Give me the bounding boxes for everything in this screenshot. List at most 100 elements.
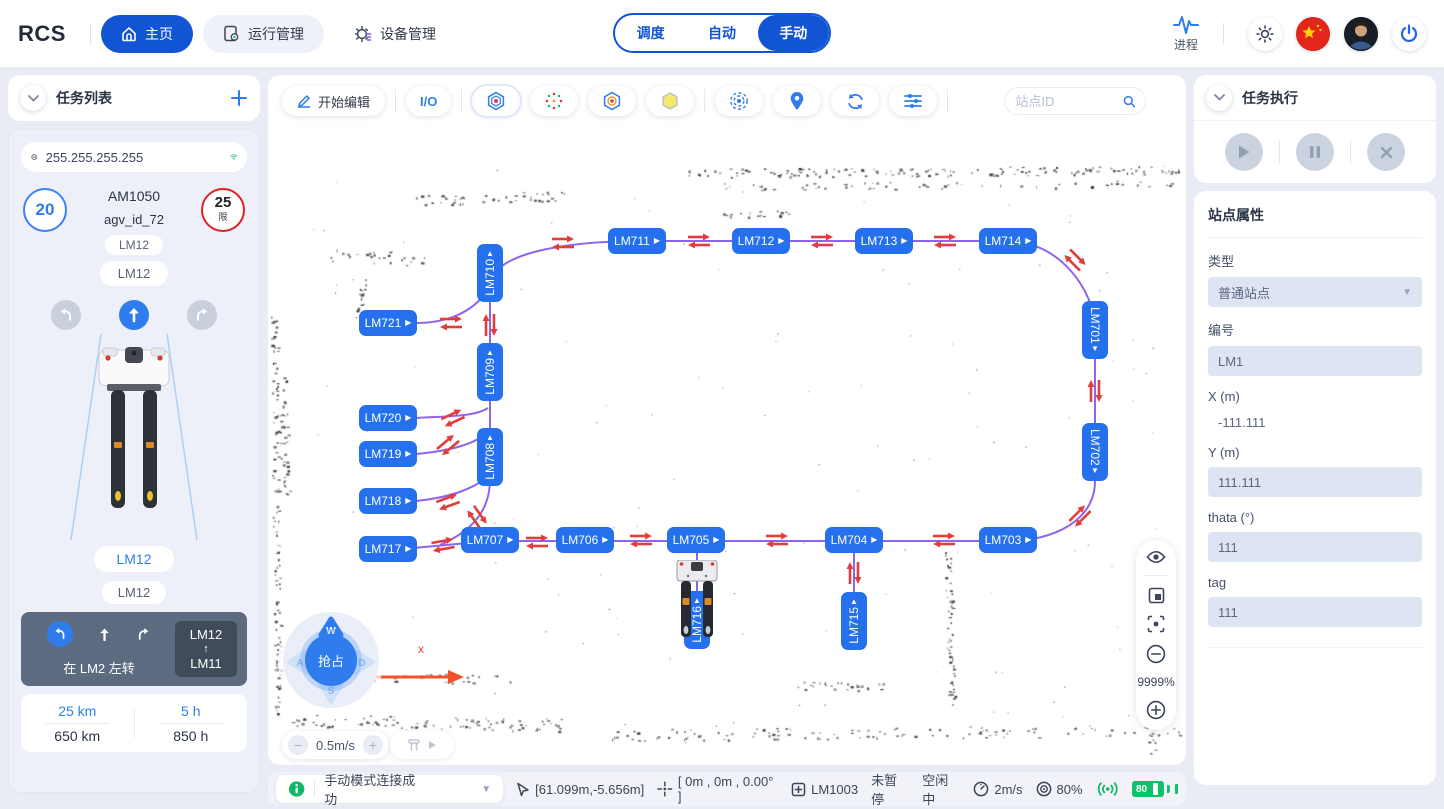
bidirectional-arrows	[686, 232, 712, 250]
bidirectional-arrows	[932, 232, 958, 250]
station-LM704[interactable]: LM704 ▶	[825, 527, 883, 553]
process-label: 进程	[1173, 37, 1198, 52]
mode-option-3[interactable]: 手动	[757, 15, 829, 51]
field-input-tag[interactable]: 111	[1208, 597, 1422, 627]
collapse-button[interactable]	[20, 85, 46, 111]
task-play-button[interactable]	[1225, 133, 1263, 171]
station-LM718[interactable]: LM718 ▶	[359, 488, 417, 514]
hexagon-area-icon	[660, 91, 680, 111]
station-label: LM703	[984, 533, 1022, 547]
laser-points-button[interactable]	[530, 86, 579, 116]
station-LM720[interactable]: LM720 ▶	[359, 405, 417, 431]
station-LM701[interactable]: LM701 ▼	[1082, 301, 1108, 359]
io-button[interactable]: I/O	[406, 86, 452, 116]
add-task-button[interactable]	[230, 89, 248, 107]
search-icon[interactable]	[1123, 94, 1136, 109]
speed-increase-button[interactable]: +	[363, 735, 384, 755]
station-LM707[interactable]: LM707 ▶	[461, 527, 519, 553]
station-LM717[interactable]: LM717 ▶	[359, 536, 417, 562]
agv-id: agv_id_72	[104, 212, 164, 227]
field-select-type[interactable]: 普通站点 ▼	[1208, 277, 1422, 307]
zoom-out-button[interactable]	[1146, 644, 1166, 664]
collapse-button[interactable]	[1206, 84, 1232, 111]
station-LM711[interactable]: LM711 ▶	[608, 228, 666, 254]
station-LM713[interactable]: LM713 ▶	[855, 228, 913, 254]
station-direction-icon: ▼	[1091, 343, 1099, 353]
station-LM712[interactable]: LM712 ▶	[732, 228, 790, 254]
station-direction-icon: ▲	[486, 348, 494, 358]
divider	[133, 708, 135, 738]
station-label: LM706	[561, 533, 599, 547]
field-input-theta[interactable]: 111	[1208, 532, 1422, 562]
turn-right-button[interactable]	[187, 300, 217, 330]
station-LM708[interactable]: ▲ LM708	[477, 428, 503, 486]
station-LM706[interactable]: LM706 ▶	[556, 527, 614, 553]
speed-decrease-button[interactable]: −	[288, 735, 308, 755]
field-input-number[interactable]: LM1	[1208, 346, 1422, 376]
task-pause-button[interactable]	[1296, 133, 1334, 171]
plus-icon	[231, 90, 247, 106]
hexagon-target-button[interactable]	[588, 86, 637, 116]
agv-robot-marker[interactable]	[675, 559, 719, 645]
power-button[interactable]	[1392, 16, 1426, 51]
bidirectional-arrows	[433, 489, 464, 515]
station-LM710[interactable]: ▲ LM710	[477, 244, 503, 302]
speed-badge: 20	[23, 188, 67, 232]
message-dropdown-caret[interactable]: ▼	[481, 783, 492, 795]
station-search	[1004, 87, 1147, 115]
fork-action-button[interactable]	[390, 731, 454, 759]
mode-option-1[interactable]: 调度	[636, 25, 665, 41]
go-straight-button[interactable]	[119, 300, 149, 330]
divider	[947, 89, 949, 113]
center-focus-button[interactable]	[1147, 615, 1165, 633]
hexagon-area-button[interactable]	[646, 86, 695, 116]
joystick-seize-button[interactable]: 抢占	[305, 634, 357, 686]
visibility-button[interactable]	[1146, 550, 1166, 564]
process-button[interactable]: 进程	[1173, 15, 1199, 53]
turn-left-button[interactable]	[51, 300, 81, 330]
pencil-icon	[297, 95, 311, 108]
station-direction-icon: ▶	[1025, 236, 1032, 245]
mode-option-2[interactable]: 自动	[707, 25, 736, 41]
station-label: LM721	[364, 316, 402, 330]
station-LM719[interactable]: LM719 ▶	[359, 441, 417, 467]
agv-card: 20 AM1050 agv_id_72 LM12 25限 LM12	[8, 129, 260, 793]
info-icon	[288, 781, 305, 797]
station-LM703[interactable]: LM703 ▶	[979, 527, 1037, 553]
location-pin-button[interactable]	[773, 86, 822, 116]
bidirectional-arrows	[524, 533, 550, 551]
filter-button[interactable]	[889, 86, 938, 116]
zoom-in-button[interactable]	[1146, 700, 1166, 720]
lidar-button[interactable]	[715, 86, 764, 116]
user-avatar[interactable]	[1344, 16, 1378, 51]
task-list-title: 任务列表	[56, 90, 112, 106]
station-LM714[interactable]: LM714 ▶	[979, 228, 1037, 254]
mode-toggle[interactable]: 调度 自动 手动	[613, 13, 831, 53]
station-label: LM701	[1088, 307, 1102, 344]
station-LM715[interactable]: ▲ LM715	[841, 592, 867, 650]
station-LM705[interactable]: LM705 ▶	[667, 527, 725, 553]
field-input-y[interactable]: 111.111	[1208, 467, 1422, 497]
task-cancel-button[interactable]	[1367, 133, 1405, 171]
nav-item-operation[interactable]: 运行管理	[202, 14, 324, 53]
minimap-button[interactable]	[1148, 587, 1165, 604]
station-search-input[interactable]	[1015, 93, 1117, 109]
language-flag-button[interactable]	[1296, 16, 1330, 51]
nav-item-home[interactable]: 主页	[100, 14, 193, 53]
bidirectional-arrows	[481, 312, 499, 338]
turn-right-icon	[197, 308, 208, 321]
refresh-button[interactable]	[831, 86, 880, 116]
station-LM721[interactable]: LM721 ▶	[359, 310, 417, 336]
task-execution-sidebar: 任务执行 站点属性 类型 普通站点 ▼ 编号 LM1 X (m) -111.111 Y (m)…	[1194, 75, 1436, 801]
station-LM709[interactable]: ▲ LM709	[477, 343, 503, 401]
theme-button[interactable]	[1248, 16, 1282, 51]
start-edit-button[interactable]: 开始编辑	[282, 86, 386, 116]
field-value: 111.111	[1218, 474, 1262, 490]
chevron-down-icon	[27, 94, 39, 102]
station-LM702[interactable]: LM702 ▼	[1082, 423, 1108, 481]
station-properties-card: 站点属性 类型 普通站点 ▼ 编号 LM1 X (m) -111.111 Y (m) 111.1…	[1194, 191, 1436, 785]
ip-input[interactable]	[45, 149, 222, 165]
zoom-in-icon	[1146, 700, 1166, 720]
station-hexagon-button[interactable]	[472, 86, 521, 116]
nav-item-device[interactable]: 设备管理	[334, 15, 456, 53]
